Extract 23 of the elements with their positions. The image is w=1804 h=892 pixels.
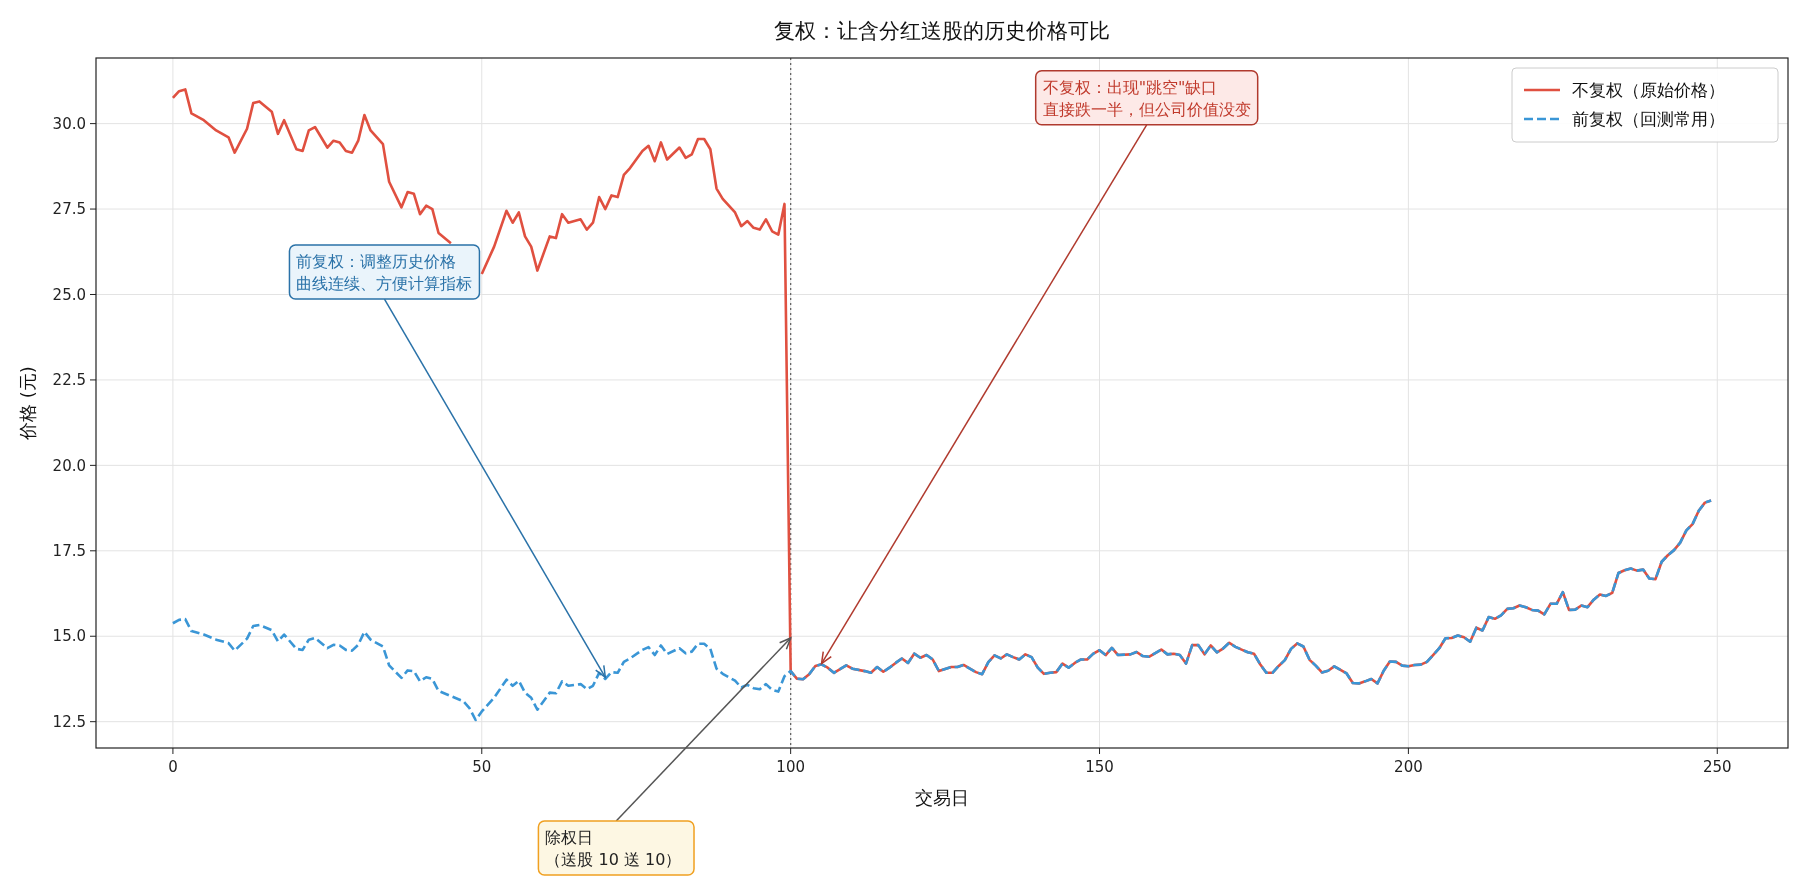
x-tick-label: 0: [168, 758, 178, 776]
y-axis-title: 价格 (元): [17, 366, 38, 441]
y-tick-label: 27.5: [52, 200, 86, 219]
annotation: 前复权：调整历史价格曲线连续、方便计算指标: [296, 252, 473, 294]
x-tick-label: 100: [776, 758, 805, 776]
x-tick-label: 150: [1085, 758, 1114, 776]
y-tick-label: 25.0: [52, 285, 86, 304]
x-tick-label: 250: [1702, 758, 1732, 776]
x-tick-label: 50: [472, 758, 492, 776]
y-tick-label: 15.0: [52, 627, 86, 646]
legend-label: 前复权（回测常用）: [1572, 108, 1725, 129]
x-tick-label: 200: [1394, 758, 1423, 776]
annotation: 不复权：出现"跳空"缺口直接跌一半，但公司价值没变: [1042, 77, 1251, 119]
annotation: 除权日（送股 10 送 10）: [545, 827, 682, 869]
y-tick-label: 30.0: [52, 114, 86, 133]
x-axis-title: 交易日: [915, 787, 969, 808]
line-series: [171, 499, 1713, 722]
legend-label: 不复权（原始价格）: [1572, 79, 1725, 100]
y-tick-label: 20.0: [52, 456, 86, 475]
y-tick-label: 22.5: [52, 371, 86, 390]
y-tick-label: 12.5: [52, 712, 86, 731]
y-tick-label: 17.5: [52, 542, 86, 561]
chart-title: 复权：让含分红送股的历史价格可比: [774, 19, 1110, 43]
